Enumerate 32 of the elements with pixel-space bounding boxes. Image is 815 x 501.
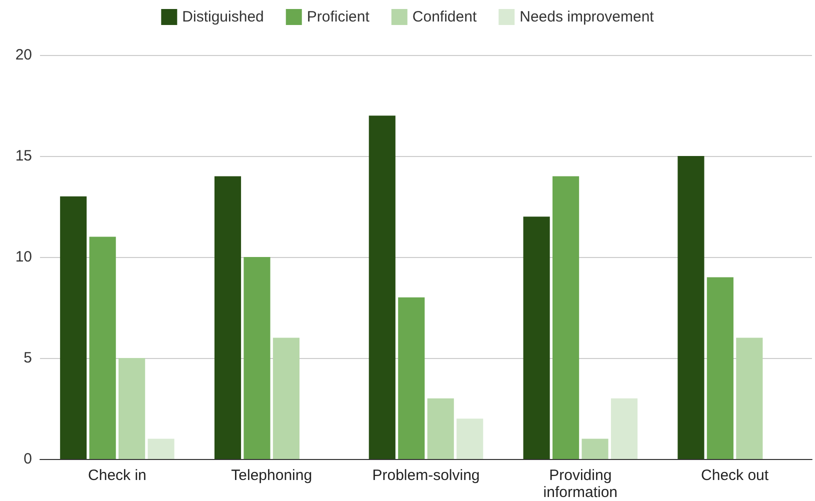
bar: [582, 438, 608, 459]
x-tick-label: Problem-solving: [372, 467, 480, 484]
bar: [678, 156, 704, 459]
bar: [60, 196, 87, 459]
bar: [523, 216, 550, 459]
bar: [244, 257, 270, 459]
y-tick-label: 0: [24, 450, 32, 468]
legend-label: Distiguished: [182, 8, 264, 26]
bar: [368, 116, 396, 459]
y-tick-label: 15: [15, 148, 32, 164]
x-tick-label: Check out: [701, 467, 770, 484]
bar: [272, 338, 300, 459]
x-tick-label: Check in: [88, 467, 146, 484]
y-tick-label: 10: [15, 248, 32, 266]
y-tick-label: 5: [24, 350, 32, 366]
bar: [89, 236, 116, 459]
bar: [148, 438, 174, 459]
bar: [552, 176, 580, 459]
bar: [214, 176, 242, 459]
bar: [736, 338, 763, 459]
legend-label: Confident: [412, 8, 478, 26]
bar: [427, 398, 454, 459]
y-tick-label: 20: [15, 46, 32, 64]
legend-label: Needs improvement: [520, 8, 655, 26]
bar: [456, 418, 484, 459]
bar: [610, 398, 638, 459]
bar: [706, 277, 734, 459]
x-tick-label: Providing information: [543, 467, 618, 501]
bar: [118, 358, 146, 459]
bar: [398, 297, 425, 459]
x-tick-label: Telephoning: [231, 467, 312, 484]
legend-label: Proficient: [306, 8, 370, 26]
